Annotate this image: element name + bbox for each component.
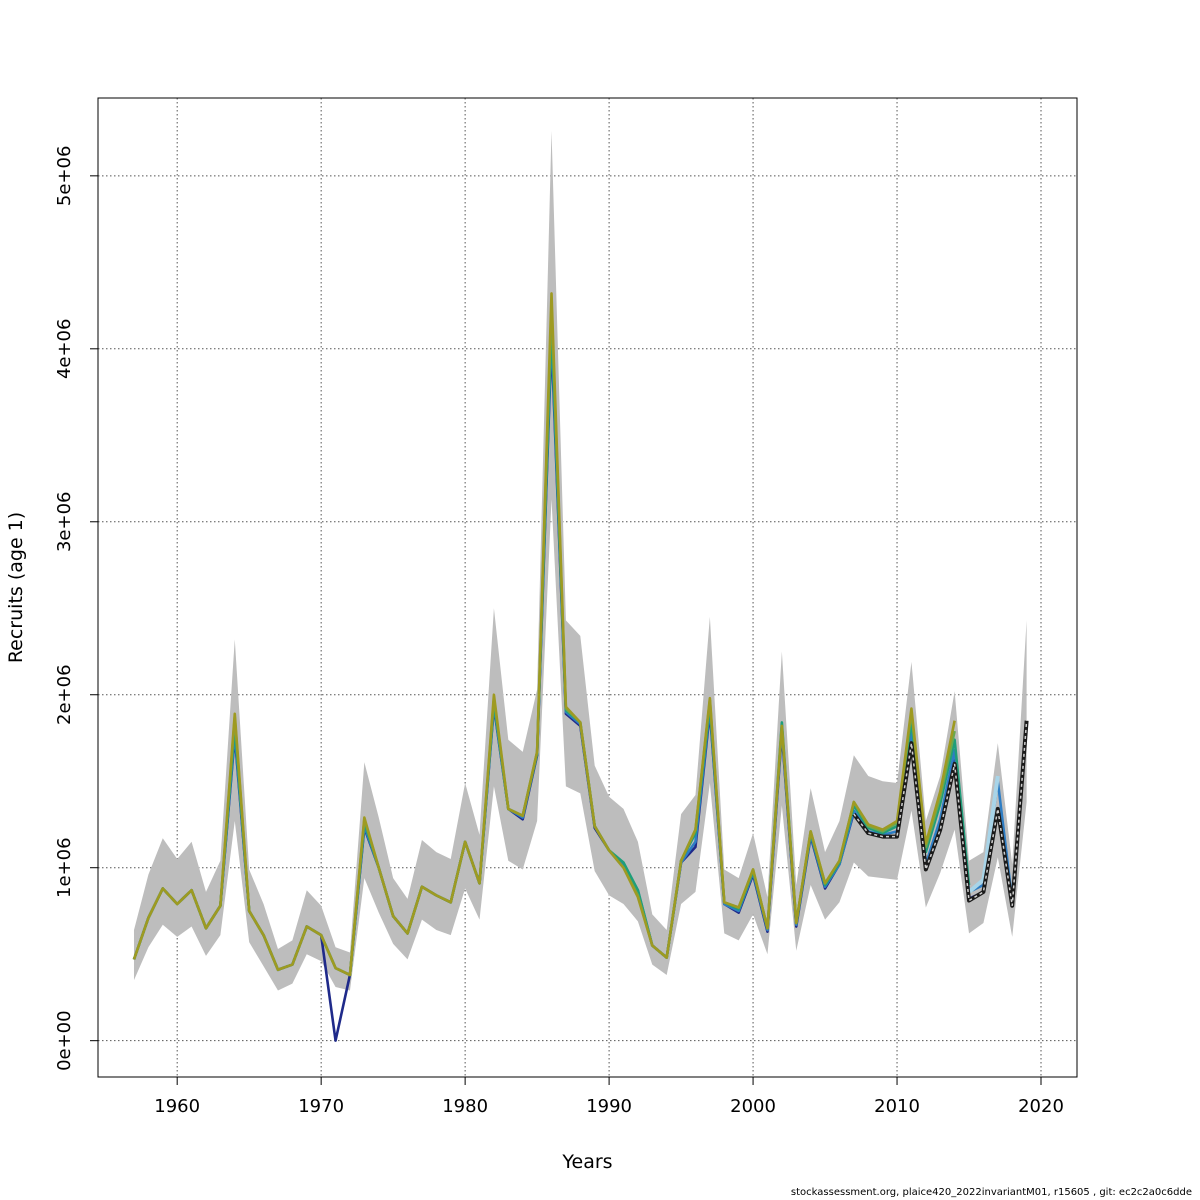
x-axis: 1960 1970 1980 1990 2000 2010 2020 (154, 1076, 1064, 1117)
x-tick-label-2020: 2020 (1018, 1096, 1064, 1117)
y-tick-label-0: 0e+00 (54, 1010, 75, 1071)
footer-credit: stockassessment.org, plaice420_2022invar… (790, 1187, 1192, 1198)
confidence-band-area (133, 130, 1027, 991)
y-axis: 0e+00 1e+06 2e+06 3e+06 4e+06 5e+06 (54, 146, 99, 1071)
series-line-2-0 (967, 775, 1000, 894)
grid (98, 98, 1077, 1077)
dashed-series (852, 720, 1029, 908)
y-axis-title: Recruits (age 1) (5, 512, 27, 663)
series-line-5-0 (132, 292, 956, 977)
x-axis-title: Years (561, 1151, 612, 1173)
x-tick-label-2000: 2000 (730, 1096, 776, 1117)
y-tick-label-5: 5e+06 (54, 146, 75, 207)
x-tick-label-1990: 1990 (586, 1096, 632, 1117)
x-tick-label-1970: 1970 (298, 1096, 344, 1117)
y-tick-label-2: 2e+06 (54, 664, 75, 725)
x-tick-label-1980: 1980 (442, 1096, 488, 1117)
dashed-series-dash (853, 720, 1028, 906)
y-tick-label-1: 1e+06 (54, 837, 75, 898)
x-tick-label-1960: 1960 (154, 1096, 200, 1117)
x-tick-label-2010: 2010 (874, 1096, 920, 1117)
y-tick-label-3: 3e+06 (54, 492, 75, 553)
y-tick-label-4: 4e+06 (54, 319, 75, 380)
plot-frame (97, 97, 1078, 1078)
confidence-band (133, 130, 1027, 991)
